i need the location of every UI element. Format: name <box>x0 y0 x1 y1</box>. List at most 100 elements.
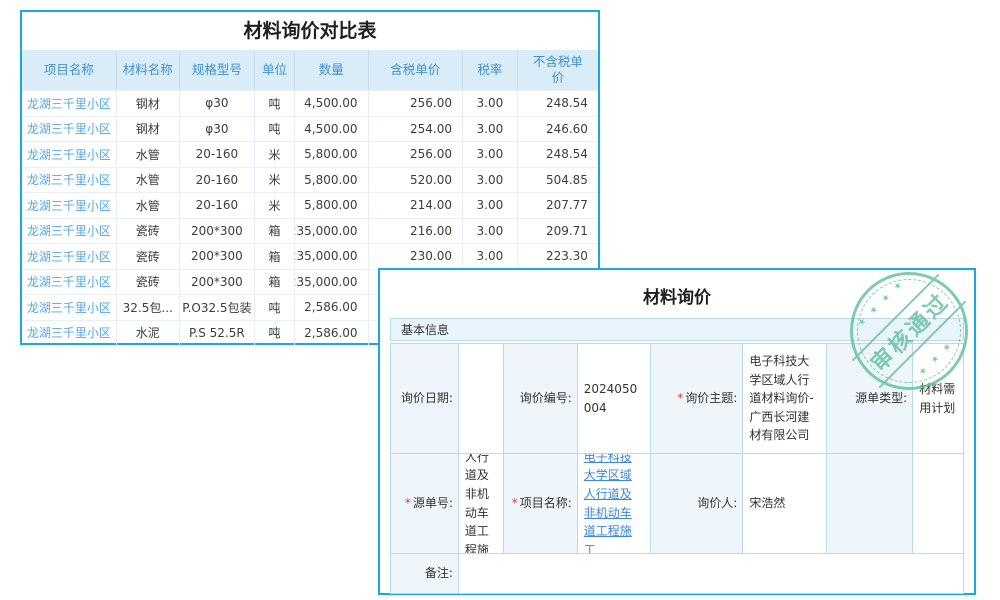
table-cell: 248.54 <box>516 91 598 116</box>
table-cell: 520.00 <box>367 167 462 192</box>
form-field-label: 备注: <box>391 554 459 594</box>
table-cell: 246.60 <box>516 116 598 141</box>
table-cell: 209.71 <box>516 218 598 243</box>
table-cell: 吨 <box>254 116 294 141</box>
column-header: 单位 <box>254 50 294 90</box>
project-name-link[interactable]: 电子科技大学区域人行道及非机动车道工程施工 <box>577 454 651 554</box>
form-field-label: 询价编号: <box>503 344 578 454</box>
project-name-link[interactable]: 龙湖三千里小区 <box>26 275 111 290</box>
table-cell: 235,000.00 <box>293 244 368 269</box>
table-cell: 米 <box>254 193 294 218</box>
table-cell: 水泥 <box>115 320 179 345</box>
project-name-link[interactable]: 龙湖三千里小区 <box>26 147 111 162</box>
table-cell: 水管 <box>115 193 179 218</box>
table-cell: 钢材 <box>115 91 179 116</box>
project-name-link[interactable]: 龙湖三千里小区 <box>26 198 111 213</box>
column-header: 项目名称 <box>43 61 94 77</box>
project-name-link[interactable]: 龙湖三千里小区 <box>26 300 111 315</box>
required-asterisk-icon: * <box>511 495 518 510</box>
project-name-link[interactable]: 龙湖三千里小区 <box>26 326 111 341</box>
inquiry-form-grid: 询价日期: 询价编号: 2024050004 * 询价主题: 电子科技大学区域人行道材料询… <box>390 343 964 594</box>
form-field-label <box>827 454 914 554</box>
table-cell: 吨 <box>254 91 294 116</box>
table-row: 龙湖三千里小区 水管 20-160 米 5,800.00 256.00 3.00 248.54 <box>22 141 598 167</box>
table-cell: 230.00 <box>367 244 462 269</box>
table-cell: 4,500.00 <box>293 116 368 141</box>
table-row: 龙湖三千里小区 32.5包... P.O32.5包装吨 2,586.00 <box>22 294 598 320</box>
table-cell: 504.85 <box>516 167 598 192</box>
column-header: 税率 <box>462 50 517 90</box>
table-cell: 248.54 <box>516 142 598 167</box>
table-cell: 瓷砖 <box>115 269 179 294</box>
table-cell: 箱 <box>254 218 294 243</box>
table-cell: 5,800.00 <box>293 142 368 167</box>
table-cell: φ30 <box>178 116 254 141</box>
table-cell: 吨 <box>254 320 294 345</box>
table-cell: 216.00 <box>367 218 462 243</box>
table-row: 龙湖三千里小区 水管 20-160 米 5,800.00 214.00 3.00 207.77 <box>22 192 598 218</box>
table-cell: 200*300 <box>178 269 254 294</box>
project-name-link[interactable]: 龙湖三千里小区 <box>26 96 111 111</box>
table-cell: 水管 <box>115 167 179 192</box>
table-cell: 3.00 <box>462 218 517 243</box>
table-cell: 箱 <box>254 269 294 294</box>
table-cell: 20-160 <box>178 167 254 192</box>
form-field-value: 电子科技大学区域人行道材料询价-广西长河建材有限公司 <box>743 344 828 454</box>
table-cell: 214.00 <box>367 193 462 218</box>
table-cell: 瓷砖 <box>115 218 179 243</box>
table-cell: 20-160 <box>178 142 254 167</box>
table-cell: 256.00 <box>367 91 462 116</box>
table-cell: 32.5包... <box>115 295 179 320</box>
table-cell: 米 <box>254 142 294 167</box>
table-row: 龙湖三千里小区 水管 20-160 米 5,800.00 520.00 3.00 504.85 <box>22 166 598 192</box>
required-asterisk-icon: * <box>677 390 684 405</box>
form-field-value: 宋浩然 <box>743 454 828 554</box>
table-cell: P.S 52.5R <box>178 320 254 345</box>
comparison-table-panel: 材料询价对比表 项目名称 材料名称 规格型号 单位 数量 含税单价 税率 不含税单价 龙湖三千… <box>20 10 600 345</box>
table-cell: 5,800.00 <box>293 193 368 218</box>
table-cell: 254.00 <box>367 116 462 141</box>
table-cell: 200*300 <box>178 244 254 269</box>
table-cell: 207.77 <box>516 193 598 218</box>
table-cell: 3.00 <box>462 167 517 192</box>
form-field-label: 询价日期: <box>391 344 459 454</box>
form-field-label: 询价人: <box>650 454 744 554</box>
table-cell: 5,800.00 <box>293 167 368 192</box>
table-cell: 箱 <box>254 244 294 269</box>
table-cell: 3.00 <box>462 193 517 218</box>
table-cell: 256.00 <box>367 142 462 167</box>
comparison-table-title: 材料询价对比表 <box>243 20 377 42</box>
table-row: 龙湖三千里小区 钢材 φ30 吨 4,500.00 256.00 3.00 248.54 <box>22 90 598 116</box>
project-name-link[interactable]: 龙湖三千里小区 <box>26 224 111 239</box>
table-cell: 水管 <box>115 142 179 167</box>
column-header: 规格型号 <box>178 50 254 90</box>
form-field-value <box>458 554 964 594</box>
column-header: 不含税单价 <box>516 50 598 90</box>
form-field-label: * 项目名称: <box>503 454 578 554</box>
table-cell: 瓷砖 <box>115 244 179 269</box>
inquiry-form-title: 材料询价 <box>643 288 711 308</box>
table-cell: 2,586.00 <box>293 295 368 320</box>
table-cell: 2,586.00 <box>293 320 368 345</box>
table-cell: 3.00 <box>462 91 517 116</box>
project-name-link[interactable]: 龙湖三千里小区 <box>26 122 111 137</box>
project-name-link[interactable]: 龙湖三千里小区 <box>26 173 111 188</box>
form-field-label: * 询价主题: <box>650 344 744 454</box>
form-field-value <box>913 454 964 554</box>
form-field-value: 电子科技大学区域人行道及非机动车道工程施工合同主要材料 <box>458 454 504 554</box>
table-cell <box>367 295 462 320</box>
inquiry-form-panel: 材料询价 基本信息 询价日期: 询价编号: 2024050004 * 询价主题: 电子科技… <box>378 247 993 595</box>
table-cell: 吨 <box>254 295 294 320</box>
basic-info-section-header: 基本信息 <box>390 318 964 341</box>
table-cell: 235,000.00 <box>293 218 368 243</box>
table-cell <box>367 320 462 345</box>
required-asterisk-icon: * <box>404 495 411 510</box>
form-field-value: 2024050004 <box>577 344 651 454</box>
column-header: 含税单价 <box>367 50 462 90</box>
table-cell: 3.00 <box>462 142 517 167</box>
table-cell: 200*300 <box>178 218 254 243</box>
table-row: 龙湖三千里小区 钢材 φ30 吨 4,500.00 254.00 3.00 246.60 <box>22 115 598 141</box>
project-name-link[interactable]: 龙湖三千里小区 <box>26 249 111 264</box>
table-cell: 米 <box>254 167 294 192</box>
column-header: 数量 <box>293 50 368 90</box>
